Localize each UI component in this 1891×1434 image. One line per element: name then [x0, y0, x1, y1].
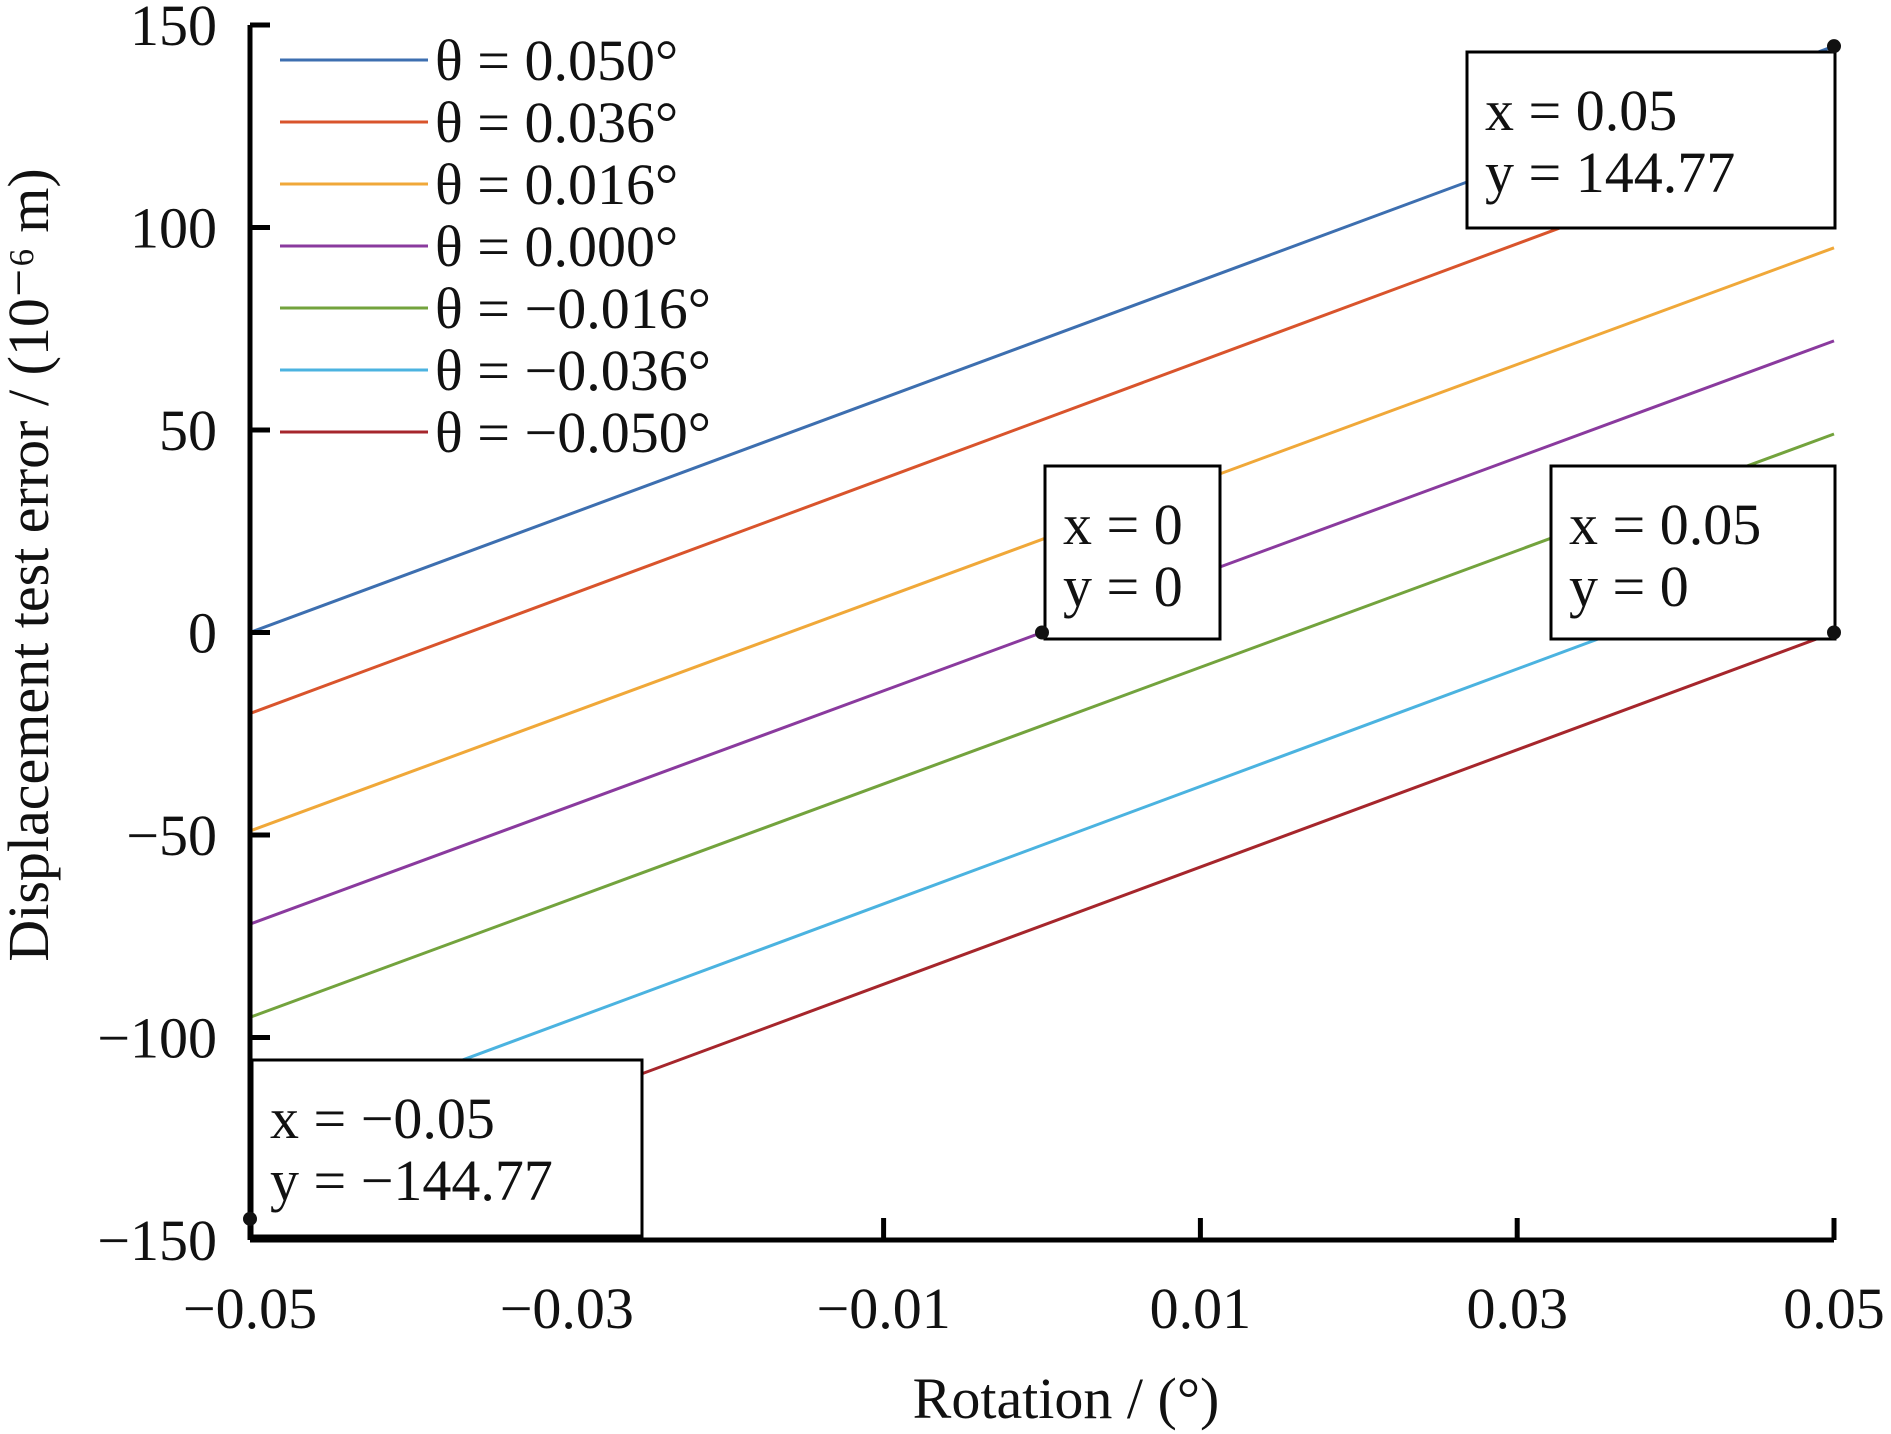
- annotation-x-text-2: x = 0: [1063, 492, 1183, 557]
- legend-entry-5: θ = −0.016°: [435, 276, 711, 341]
- x-tick-label: −0.05: [183, 1276, 317, 1341]
- y-tick-label: −150: [97, 1208, 217, 1273]
- legend-entry-4: θ = 0.000°: [435, 214, 678, 279]
- x-axis-label: Rotation / (°): [913, 1366, 1220, 1431]
- x-tick-label: −0.01: [816, 1276, 950, 1341]
- annotation-y-text-3: y = 0: [1569, 554, 1689, 619]
- annotation-y-text-4: y = −144.77: [270, 1148, 553, 1213]
- legend-entry-2: θ = 0.036°: [435, 90, 678, 155]
- y-tick-label: −100: [97, 1006, 217, 1071]
- annotation-box-3: [1549, 464, 1837, 641]
- annotation-marker-1: [1827, 39, 1841, 54]
- annotation-x-text-4: x = −0.05: [270, 1086, 495, 1151]
- annotation-box-2: [1043, 464, 1222, 641]
- y-tick-label: −50: [126, 803, 217, 868]
- y-axis-label: Displacement test error / (10⁻⁶ m): [0, 168, 61, 961]
- annotations: x = 0.05y = 144.77x = 0y = 0x = 0.05y = …: [243, 39, 1841, 1238]
- annotation-marker-2: [1035, 625, 1049, 640]
- x-tick-label: 0.01: [1150, 1276, 1252, 1341]
- legend-entry-7: θ = −0.050°: [435, 400, 711, 465]
- tick-labels: −0.05 −0.03 −0.01 0.01 0.03 0.05 150 100 50 0 −50 −…: [97, 0, 1884, 1341]
- x-tick-label: −0.03: [500, 1276, 634, 1341]
- legend-entry-3: θ = 0.016°: [435, 152, 678, 217]
- y-tick-label: 150: [130, 0, 217, 58]
- annotation-x-text-1: x = 0.05: [1485, 78, 1677, 143]
- x-tick-label: 0.05: [1783, 1276, 1885, 1341]
- legend-entry-1: θ = 0.050°: [435, 28, 678, 93]
- series-line-3: [249, 246, 1835, 833]
- annotation-box-4: [250, 1058, 644, 1238]
- legend: θ = 0.050°θ = 0.036°θ = 0.016°θ = 0.000°…: [280, 28, 711, 465]
- annotation-x-text-3: x = 0.05: [1569, 492, 1761, 557]
- x-tick-label: 0.03: [1466, 1276, 1568, 1341]
- series-line-6: [249, 550, 1835, 1141]
- annotation-marker-4: [243, 1211, 257, 1226]
- y-tick-label: 100: [130, 196, 217, 261]
- y-tick-label: 0: [188, 601, 217, 666]
- annotation-marker-3: [1827, 625, 1841, 640]
- annotation-box-1: [1465, 50, 1837, 230]
- axes: [247, 22, 1837, 1243]
- annotation-y-text-2: y = 0: [1063, 554, 1183, 619]
- y-tick-label: 50: [159, 398, 217, 463]
- annotation-y-text-1: y = 144.77: [1485, 140, 1735, 205]
- legend-entry-6: θ = −0.036°: [435, 338, 711, 403]
